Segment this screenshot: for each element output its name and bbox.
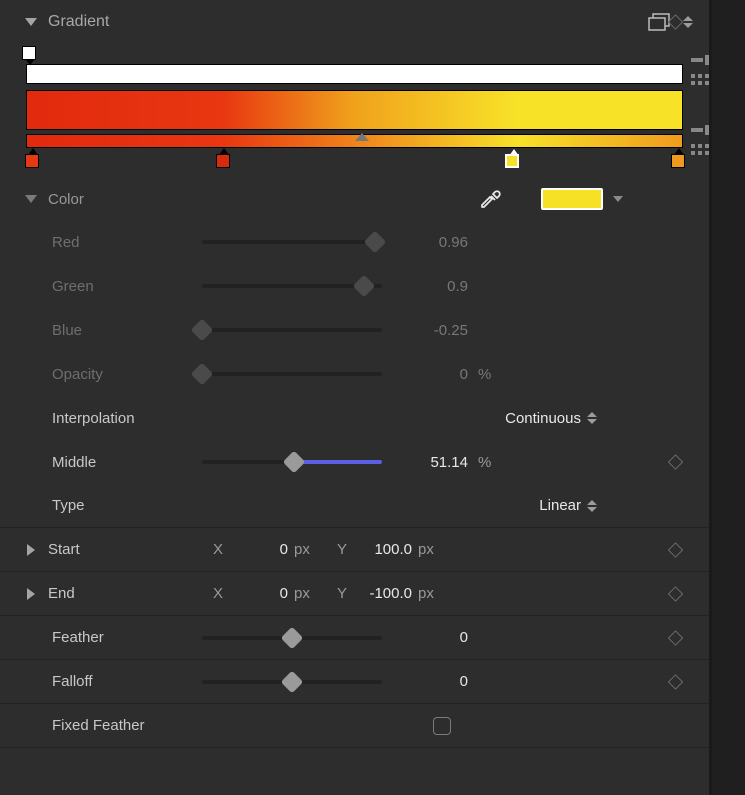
color-section-row: Color: [0, 178, 709, 220]
color-disclosure[interactable]: [24, 192, 38, 206]
red-slider[interactable]: [202, 240, 382, 244]
spread-icon[interactable]: [691, 52, 709, 69]
feather-slider[interactable]: [202, 636, 382, 640]
distribute-icon[interactable]: [691, 73, 709, 90]
opacity-stop-handle[interactable]: [22, 46, 36, 60]
opacity-unit: %: [472, 366, 502, 383]
end-y-label: Y: [332, 585, 352, 602]
blue-value[interactable]: -0.25: [382, 322, 472, 339]
eyedropper-icon[interactable]: [479, 186, 501, 212]
end-y-unit: px: [412, 585, 442, 602]
gradient-color-stop[interactable]: [505, 154, 519, 168]
falloff-row: Falloff 0: [0, 660, 709, 704]
start-y-unit: px: [412, 541, 442, 558]
color-gradient-bar[interactable]: [26, 90, 683, 130]
falloff-label: Falloff: [52, 673, 202, 690]
gradient-title: Gradient: [48, 13, 109, 31]
start-y-value[interactable]: 100.0: [352, 541, 412, 558]
green-slider[interactable]: [202, 284, 382, 288]
color-well[interactable]: [541, 188, 603, 210]
end-x-unit: px: [288, 585, 318, 602]
start-keyframe[interactable]: [668, 542, 684, 558]
end-x-label: X: [208, 585, 228, 602]
fixed-feather-row: Fixed Feather: [0, 704, 709, 748]
gradient-editor: [0, 44, 709, 178]
start-x-label: X: [208, 541, 228, 558]
red-row: Red 0.96: [0, 220, 709, 264]
start-row: Start X 0 px Y 100.0 px: [0, 528, 709, 572]
blue-slider[interactable]: [202, 328, 382, 332]
spread-icon-2[interactable]: [691, 122, 709, 139]
green-row: Green 0.9: [0, 264, 709, 308]
gradient-preset-stepper[interactable]: [683, 16, 693, 28]
blue-label: Blue: [52, 322, 202, 339]
type-row: Type Linear: [0, 484, 709, 528]
opacity-label: Opacity: [52, 366, 202, 383]
fixed-feather-label: Fixed Feather: [52, 717, 382, 734]
middle-row: Middle 51.14 %: [0, 440, 709, 484]
feather-keyframe[interactable]: [668, 630, 684, 646]
distribute-icon-2[interactable]: [691, 143, 709, 160]
fixed-feather-checkbox[interactable]: [433, 717, 451, 735]
end-label: End: [48, 585, 208, 602]
start-disclosure[interactable]: [24, 543, 38, 557]
end-keyframe[interactable]: [668, 586, 684, 602]
gradient-stops-track: [26, 150, 683, 172]
end-y-value[interactable]: -100.0: [352, 585, 412, 602]
type-stepper[interactable]: [587, 500, 597, 512]
red-value[interactable]: 0.96: [382, 234, 472, 251]
start-y-label: Y: [332, 541, 352, 558]
opacity-value[interactable]: 0: [382, 366, 472, 383]
end-row: End X 0 px Y -100.0 px: [0, 572, 709, 616]
feather-label: Feather: [52, 629, 202, 646]
type-label: Type: [52, 497, 242, 514]
opacity-slider[interactable]: [202, 372, 382, 376]
color-label: Color: [48, 191, 84, 208]
interpolation-label: Interpolation: [52, 410, 242, 427]
blue-row: Blue -0.25: [0, 308, 709, 352]
middle-label: Middle: [52, 454, 202, 471]
gradient-color-stop[interactable]: [216, 154, 230, 168]
middle-unit: %: [472, 454, 502, 471]
gradient-color-stop[interactable]: [25, 154, 39, 168]
middle-slider[interactable]: [202, 460, 382, 464]
opacity-gradient-bar[interactable]: [26, 64, 683, 84]
stop-gradient-bar[interactable]: [26, 134, 683, 148]
gradient-header-row: Gradient: [0, 0, 709, 44]
start-x-value[interactable]: 0: [228, 541, 288, 558]
falloff-keyframe[interactable]: [668, 674, 684, 690]
falloff-value[interactable]: 0: [382, 673, 472, 690]
gradient-midpoint-handle[interactable]: [355, 133, 369, 141]
start-x-unit: px: [288, 541, 318, 558]
interpolation-row: Interpolation Continuous: [0, 396, 709, 440]
start-label: Start: [48, 541, 208, 558]
color-well-chevron-icon[interactable]: [613, 196, 623, 202]
gradient-disclosure[interactable]: [24, 15, 38, 29]
green-label: Green: [52, 278, 202, 295]
falloff-slider[interactable]: [202, 680, 382, 684]
red-label: Red: [52, 234, 202, 251]
middle-value[interactable]: 51.14: [382, 454, 472, 471]
end-x-value[interactable]: 0: [228, 585, 288, 602]
type-value[interactable]: Linear: [539, 497, 581, 514]
gradient-color-stop[interactable]: [671, 154, 685, 168]
interpolation-value[interactable]: Continuous: [505, 410, 581, 427]
interpolation-stepper[interactable]: [587, 412, 597, 424]
green-value[interactable]: 0.9: [382, 278, 472, 295]
middle-keyframe[interactable]: [668, 454, 684, 470]
feather-value[interactable]: 0: [382, 629, 472, 646]
feather-row: Feather 0: [0, 616, 709, 660]
end-disclosure[interactable]: [24, 587, 38, 601]
opacity-row: Opacity 0 %: [0, 352, 709, 396]
inspector-panel: Gradient Color: [0, 0, 712, 795]
